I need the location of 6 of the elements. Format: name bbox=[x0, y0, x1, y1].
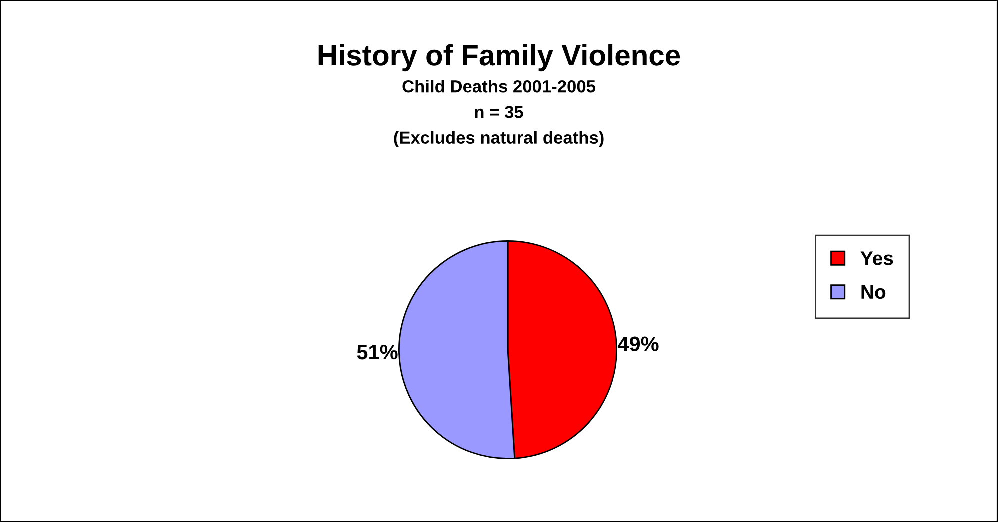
data-label: 51% bbox=[357, 344, 398, 360]
legend-label: Yes bbox=[860, 252, 894, 266]
data-label: 49% bbox=[618, 336, 659, 352]
chart-title: History of Family Violence bbox=[318, 44, 680, 72]
chart-subtitle: Child Deaths 2001-2005 n = 35 (Excludes natural deaths) bbox=[394, 80, 604, 148]
legend-label: No bbox=[862, 285, 886, 300]
